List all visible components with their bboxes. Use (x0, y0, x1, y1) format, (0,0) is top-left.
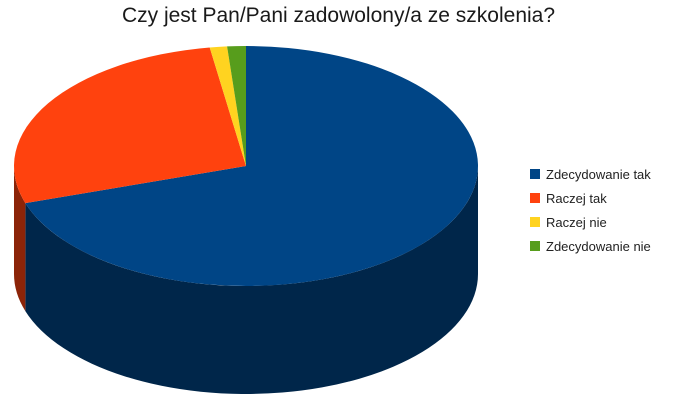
pie-slice-2 (209, 46, 246, 167)
legend-swatch (530, 169, 540, 179)
legend-label: Zdecydowanie nie (546, 238, 651, 254)
legend-swatch (530, 193, 540, 203)
pie-side-1 (14, 166, 26, 312)
pie-slice-1 (13, 47, 247, 204)
legend-swatch (530, 241, 540, 251)
legend-item: Zdecydowanie tak (530, 162, 651, 186)
legend-item: Raczej tak (530, 186, 651, 210)
pie-slice-3 (227, 46, 246, 166)
legend-label: Zdecydowanie tak (546, 166, 651, 182)
legend-item: Zdecydowanie nie (530, 234, 651, 258)
legend-label: Raczej tak (546, 190, 607, 206)
legend-label: Raczej nie (546, 214, 607, 230)
legend-swatch (530, 217, 540, 227)
pie-slice-0 (25, 46, 479, 286)
chart-legend: Zdecydowanie tak Raczej tak Raczej nie Zdec… (530, 162, 651, 258)
legend-item: Raczej nie (530, 210, 651, 234)
pie-side-0 (25, 166, 478, 394)
chart-title: Czy jest Pan/Pani zadowolony/a ze szkole… (121, 4, 556, 27)
